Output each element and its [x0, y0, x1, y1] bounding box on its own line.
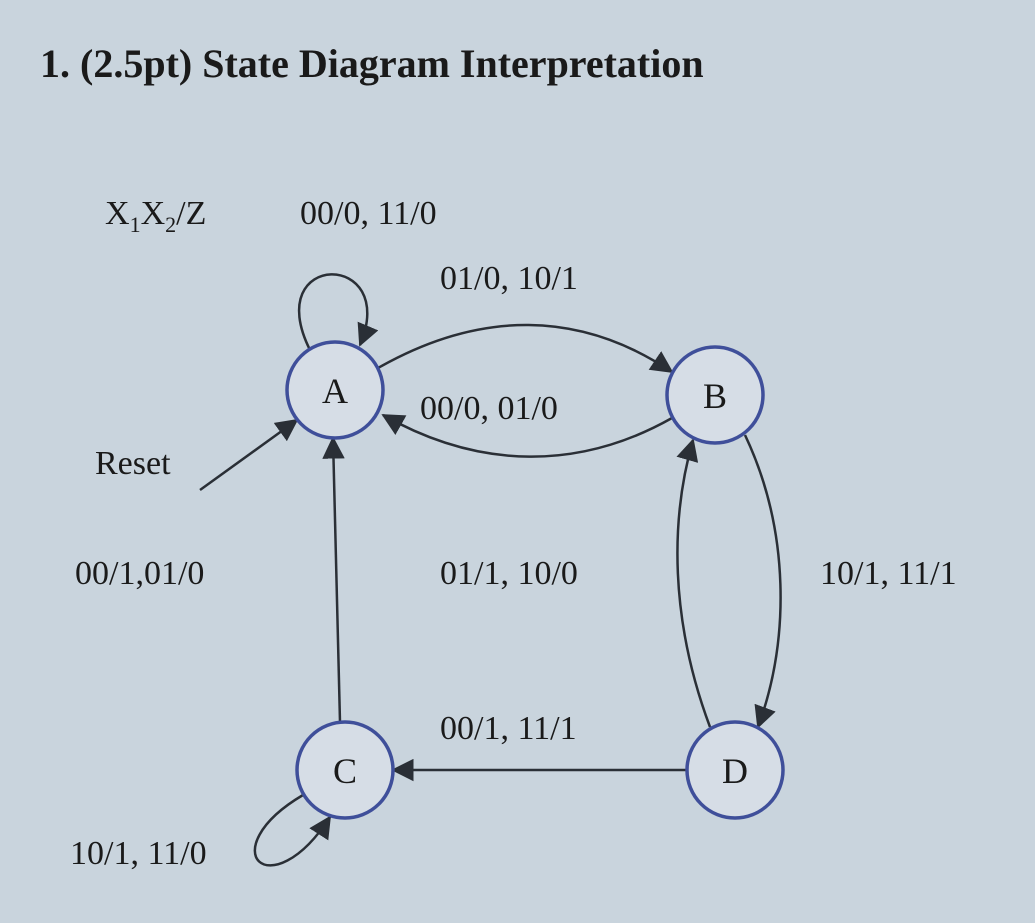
edge-b-to-d — [745, 435, 781, 727]
state-node-a: A — [287, 342, 383, 438]
state-label-c: C — [333, 751, 357, 791]
state-node-d: D — [687, 722, 783, 818]
edge-reset — [200, 420, 297, 490]
state-label-d: D — [722, 751, 748, 791]
edge-a-self — [299, 274, 367, 350]
state-label-b: B — [703, 376, 727, 416]
edge-b-to-a — [383, 415, 672, 457]
state-label-a: A — [322, 371, 348, 411]
state-diagram-svg: A B C D — [0, 0, 1035, 923]
edge-c-to-a — [333, 438, 340, 722]
state-node-c: C — [297, 722, 393, 818]
state-node-b: B — [667, 347, 763, 443]
edge-d-to-b — [677, 440, 710, 727]
page: 1. (2.5pt) State Diagram Interpretation … — [0, 0, 1035, 923]
edge-a-to-b — [378, 325, 672, 372]
